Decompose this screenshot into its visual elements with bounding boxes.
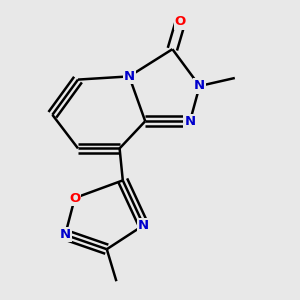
Text: N: N xyxy=(138,219,149,232)
Text: N: N xyxy=(184,115,196,128)
Text: O: O xyxy=(69,191,80,205)
Text: O: O xyxy=(175,16,186,28)
Text: N: N xyxy=(194,80,205,92)
Text: N: N xyxy=(124,70,135,83)
Text: N: N xyxy=(60,228,71,241)
